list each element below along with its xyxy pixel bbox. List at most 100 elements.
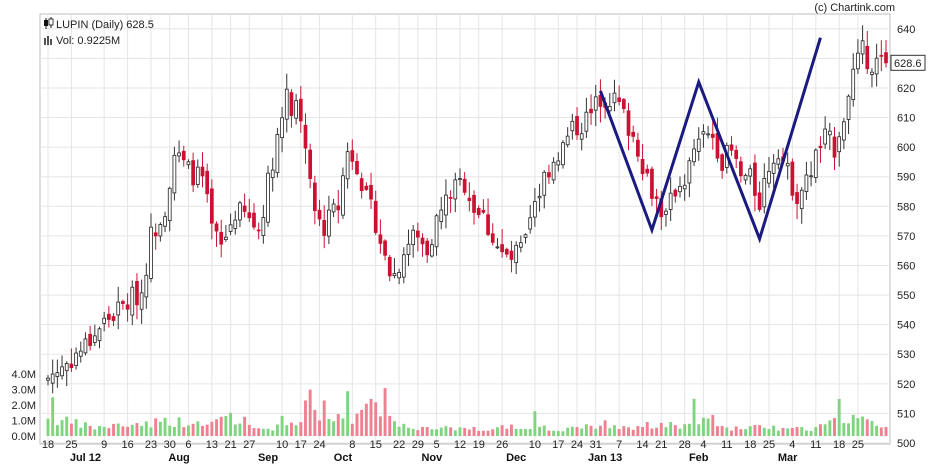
candle <box>92 324 97 347</box>
candle-body <box>748 168 753 177</box>
day-tick-label: 21 <box>224 439 236 451</box>
candle <box>706 125 710 139</box>
volume-axis: 0.0M 1.0M 2.0M 3.0M 4.0M <box>12 369 36 443</box>
candle-body <box>144 274 149 298</box>
candle <box>621 98 626 114</box>
candle-body <box>158 224 163 237</box>
candle-body <box>767 171 771 184</box>
candle <box>387 255 392 282</box>
volume-tick-label: 3.0M <box>12 385 36 397</box>
price-axis: 500 510 520 530 540 550 560 570 580 590 600 610 620 6… <box>897 24 915 450</box>
candle <box>121 299 125 310</box>
volume-bar <box>168 425 172 436</box>
candle-body <box>401 254 406 278</box>
zigzag-pattern-line <box>599 37 822 244</box>
volume-bar <box>725 427 729 436</box>
candle-body <box>673 189 678 197</box>
volume-bar <box>491 429 495 436</box>
candle <box>228 213 233 236</box>
candle <box>846 94 851 135</box>
volume-bar <box>673 425 677 436</box>
price-tick-label: 540 <box>897 320 915 332</box>
candle-body <box>444 194 448 216</box>
volume-bar <box>739 429 743 436</box>
candle-body <box>411 229 416 246</box>
volume-bar <box>772 425 776 436</box>
candle <box>476 205 481 219</box>
candle-body <box>247 212 252 219</box>
volume-bar <box>645 422 649 436</box>
candle-body <box>331 203 336 213</box>
candle <box>879 40 884 72</box>
candle <box>336 189 341 224</box>
candle <box>97 326 102 349</box>
candle-body <box>593 96 598 111</box>
day-tick-label: 15 <box>370 439 382 451</box>
candle-body <box>874 57 879 75</box>
candle-body <box>495 246 500 249</box>
volume-bar <box>74 419 78 436</box>
volume-bar <box>65 416 69 436</box>
candle-body <box>83 338 88 354</box>
volume-bar <box>346 391 350 436</box>
volume-bar <box>711 414 715 436</box>
candle <box>172 146 177 201</box>
candle-body <box>570 120 575 132</box>
volume-bar <box>870 421 874 436</box>
candle-body <box>341 175 345 216</box>
candle-body <box>336 205 341 211</box>
volume-bar <box>421 426 424 436</box>
day-tick-label: 30 <box>164 439 176 451</box>
volume-bar <box>519 428 523 436</box>
candle-body <box>879 54 884 57</box>
candle-body <box>481 209 486 213</box>
candle-body <box>420 237 425 245</box>
volume-bar <box>847 423 850 436</box>
candle-body <box>430 244 434 257</box>
candle-body <box>682 184 687 190</box>
candle-body <box>870 71 874 75</box>
candle-body <box>434 215 439 248</box>
volume-bar <box>430 429 434 436</box>
month-tick-label: Mar <box>778 452 798 464</box>
candle-body <box>275 134 280 174</box>
candle <box>181 145 186 167</box>
day-tick-label: 10 <box>276 439 288 451</box>
price-tick-label: 550 <box>897 290 915 302</box>
volume-bar <box>884 426 888 436</box>
volume-bar <box>233 424 237 436</box>
volume-bar <box>397 426 401 436</box>
candle <box>158 222 163 242</box>
volume-bar <box>594 428 598 436</box>
candle-body <box>242 205 247 212</box>
candle <box>720 152 724 179</box>
volume-bar <box>266 428 270 436</box>
volume-bar <box>154 418 158 436</box>
candle-body <box>92 335 97 343</box>
candle <box>533 187 537 227</box>
volume-bar <box>865 419 869 436</box>
volume-bar <box>879 427 883 436</box>
volume-bar <box>664 427 668 436</box>
price-tick-label: 570 <box>897 231 915 243</box>
volume-bar <box>196 421 200 436</box>
candle <box>369 172 373 209</box>
candle <box>799 187 804 224</box>
candle <box>636 132 640 162</box>
day-tick-label: 11 <box>810 439 821 451</box>
candle <box>687 157 692 198</box>
price-tick-label: 510 <box>897 408 915 420</box>
candle <box>579 122 584 151</box>
candle <box>645 164 650 177</box>
volume-bar <box>533 411 537 436</box>
volume-bar <box>322 400 326 436</box>
candle-body <box>687 160 692 184</box>
candle-body <box>706 133 710 136</box>
month-tick-label: Feb <box>689 452 709 464</box>
candle-body <box>547 172 551 178</box>
candle-body <box>734 149 739 159</box>
volume-bar <box>795 426 799 436</box>
candle <box>275 127 280 178</box>
candle-body <box>261 217 266 236</box>
price-tick-label: 500 <box>897 438 915 450</box>
